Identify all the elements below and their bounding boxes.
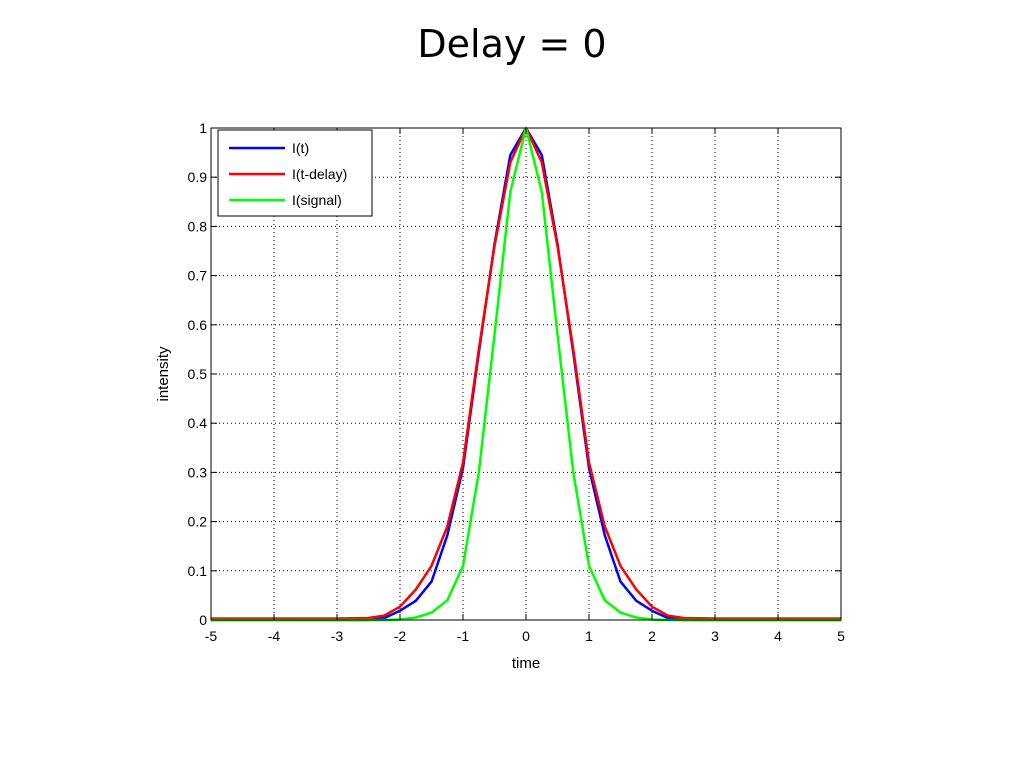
legend: I(t) I(t-delay) I(signal)	[217, 129, 373, 217]
y-tick-labels: 0 0.1 0.2 0.3 0.4 0.5 0.6 0.7 0.8 0.9 1	[188, 120, 208, 628]
x-tick-label: -4	[268, 628, 281, 644]
x-axis-label: time	[512, 655, 540, 672]
x-tick-label: 5	[837, 628, 845, 644]
y-tick-label: 0	[199, 612, 207, 628]
y-tick-label: 0.8	[188, 218, 208, 234]
y-axis-label: intensity	[155, 346, 172, 402]
legend-label-2: I(t-delay)	[292, 166, 347, 182]
y-tick-label: 0.7	[188, 268, 208, 284]
x-tick-label: -5	[205, 628, 218, 644]
ticks	[210, 127, 842, 621]
slide-title: Delay = 0	[417, 22, 607, 66]
y-tick-label: 0.4	[188, 415, 208, 431]
x-tick-label: -2	[394, 628, 407, 644]
y-tick-label: 1	[199, 120, 207, 136]
y-tick-label: 0.3	[188, 464, 208, 480]
legend-label-1: I(t)	[292, 140, 309, 156]
x-tick-label: -1	[457, 628, 470, 644]
x-tick-label: 0	[522, 628, 530, 644]
x-tick-labels: -5 -4 -3 -2 -1 0 1 2 3 4 5	[205, 628, 845, 644]
y-tick-label: 0.9	[188, 169, 208, 185]
y-tick-label: 0.6	[188, 317, 208, 333]
x-tick-label: 3	[711, 628, 719, 644]
x-tick-label: -3	[331, 628, 344, 644]
y-tick-label: 0.2	[188, 514, 208, 530]
legend-label-3: I(signal)	[292, 192, 342, 208]
y-tick-label: 0.1	[188, 563, 208, 579]
x-tick-label: 4	[774, 628, 782, 644]
x-tick-label: 1	[585, 628, 593, 644]
x-tick-label: 2	[648, 628, 656, 644]
y-tick-label: 0.5	[188, 366, 208, 382]
